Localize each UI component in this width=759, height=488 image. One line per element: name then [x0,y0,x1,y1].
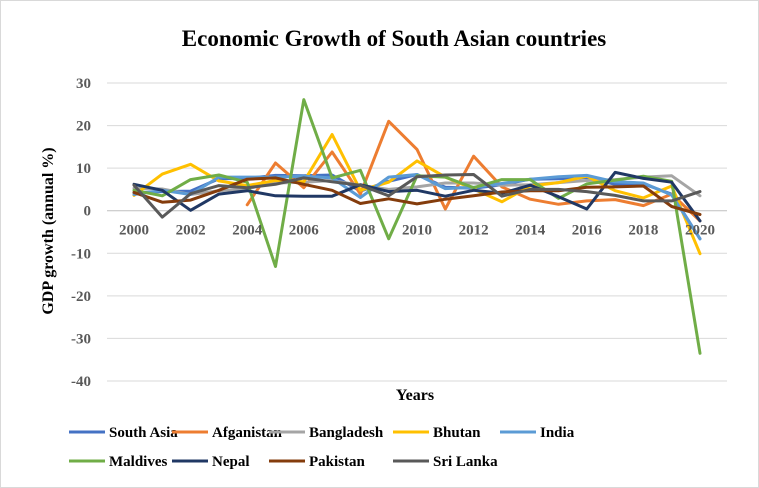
x-tick-label: 2002 [176,223,206,239]
x-axis-ticks: 2000 2002 2004 2006 2008 2010 2012 2014 2016 2018… [119,223,715,239]
x-tick-label: 2004 [232,223,263,239]
legend-label: Maldives [109,454,167,470]
legend-item-sri-lanka: Sri Lanka [393,454,498,470]
x-tick-label: 2014 [515,223,546,239]
legend-label: Bangladesh [309,425,384,441]
legend-item-south-asia: South Asia [69,425,178,441]
legend-label: Sri Lanka [433,454,498,470]
series-line-sri-lanka [132,173,702,219]
chart-title: Economic Growth of South Asian countries [182,26,607,51]
series-line-afganistan [245,119,702,223]
y-tick-label: -40 [71,374,91,390]
y-tick-label: 30 [76,76,91,92]
legend-label: Afganistan [212,425,283,441]
y-tick-label: -30 [71,331,91,347]
series-lines [132,98,702,355]
x-tick-label: 2020 [685,223,715,239]
x-tick-label: 2006 [289,223,320,239]
y-tick-label: 20 [76,119,91,135]
legend-label: Bhutan [433,425,481,441]
y-tick-label: 0 [84,204,92,220]
legend-item-maldives: Maldives [69,454,167,470]
legend-item-bhutan: Bhutan [393,425,481,441]
x-tick-label: 2000 [119,223,149,239]
y-axis-title: GDP growth (annual %) [40,147,57,314]
y-tick-label: -20 [71,289,91,305]
y-tick-label: 10 [76,161,91,177]
series-line-nepal [132,170,702,223]
x-tick-label: 2010 [402,223,432,239]
legend-item-pakistan: Pakistan [269,454,366,470]
legend-label: South Asia [109,425,178,441]
legend-label: India [540,425,575,441]
x-tick-label: 2018 [628,223,658,239]
x-tick-label: 2012 [459,223,489,239]
y-tick-label: -10 [71,246,91,262]
legend-label: Pakistan [309,454,366,470]
legend-item-afganistan: Afganistan [172,425,283,441]
legend-item-nepal: Nepal [172,454,250,470]
x-tick-label: 2008 [345,223,375,239]
legend-label: Nepal [212,454,250,470]
y-axis-ticks: 30 20 10 0 -10 -20 -30 -40 [71,76,91,390]
legend-item-india: India [500,425,575,441]
legend: South Asia Afganistan Bangladesh Bhutan Indi… [69,425,575,470]
x-tick-label: 2016 [572,223,603,239]
x-axis-title: Years [396,387,434,404]
legend-item-bangladesh: Bangladesh [269,425,384,441]
gridlines [107,82,727,382]
